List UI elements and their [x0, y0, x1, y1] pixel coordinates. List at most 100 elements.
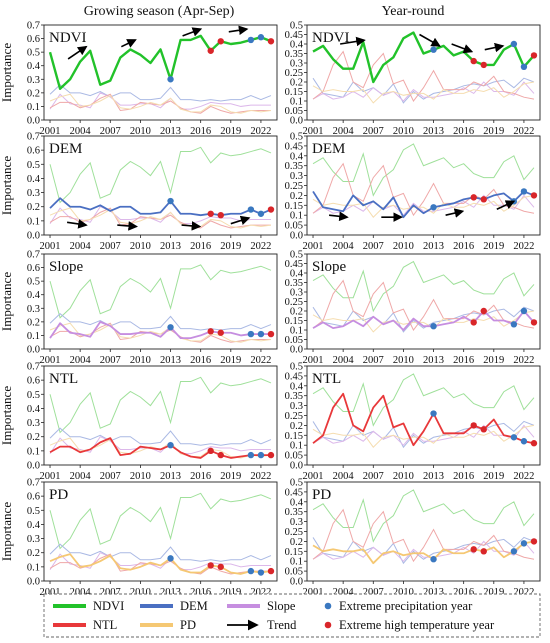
x-tick-label: 2016: [453, 471, 474, 482]
x-tick-label: 2004: [70, 355, 92, 366]
x-tick-label: 2019: [483, 471, 504, 482]
x-tick-label: 2016: [190, 587, 211, 598]
marker-extreme-high-temperature: [480, 61, 487, 69]
y-tick-label: 0.6: [27, 376, 40, 387]
x-tick-label: 2007: [363, 126, 384, 137]
marker-extreme-precipitation: [257, 451, 265, 459]
marker-extreme-precipitation: [520, 540, 528, 547]
series-line-ntl-background: [312, 508, 535, 563]
x-tick-label: 2007: [363, 587, 384, 598]
y-tick-label: 0.3: [290, 517, 303, 528]
column-title-growing: Growing season (Apr-Sep): [84, 4, 235, 19]
y-tick-label: 0.4: [290, 269, 304, 280]
y-tick-label: 0.5: [27, 160, 40, 171]
legend: NDVI NTL DEM PD Slope Trend Extreme precipitat…: [43, 593, 541, 638]
series-line-ndvi-background: [49, 376, 272, 434]
x-tick-label: 2010: [393, 587, 414, 598]
y-tick-label: 0.0: [290, 345, 303, 356]
marker-extreme-precipitation: [510, 548, 518, 555]
series-line-pd: [49, 553, 272, 575]
x-tick-label: 2007: [100, 355, 121, 366]
y-axis-label: Importance: [0, 43, 14, 102]
y-tick-label: 0.6: [27, 146, 40, 157]
panel-pd-growing: 0.0 0.1 0.2 0.3 0.4 0.5 0.6 0.7 2001 2004 2007 2010…: [0, 478, 278, 598]
series-line-dem-background: [49, 84, 272, 102]
marker-extreme-high-temperature: [267, 567, 275, 575]
y-tick-label: 0.1: [290, 326, 303, 337]
x-tick-label: 2016: [190, 241, 211, 252]
panel-label-ndvi: NDVI: [49, 30, 87, 46]
marker-extreme-precipitation: [430, 204, 437, 211]
marker-extreme-precipitation: [247, 567, 255, 575]
y-tick-label: 0.5: [27, 506, 40, 517]
x-tick-label: 2022: [250, 355, 271, 366]
series-line-ndvi-background: [49, 492, 272, 550]
trend-arrow: [496, 200, 516, 210]
x-tick-label: 2001: [40, 587, 61, 598]
marker-extreme-high-temperature: [217, 38, 224, 45]
y-tick-label: 0.15: [285, 431, 303, 442]
y-tick-label: 0.6: [27, 263, 40, 274]
marker-extreme-high-temperature: [530, 52, 538, 59]
legend-box: [43, 593, 541, 638]
trend-arrow: [182, 27, 203, 37]
panel-label-ndvi: NDVI: [312, 30, 350, 46]
y-tick-label: 0.05: [285, 567, 303, 578]
panel-pd-yearround: 0.00.050.10.150.20.250.30.350.40.450.5 20…: [285, 478, 541, 598]
y-tick-label: 0.4: [290, 497, 304, 508]
x-tick-label: 2001: [303, 355, 324, 366]
series-line-slope: [312, 310, 535, 331]
x-tick-label: 2010: [130, 471, 151, 482]
y-tick-label: 0.5: [290, 362, 303, 373]
y-tick-label: 0.2: [27, 432, 40, 443]
x-tick-label: 2004: [333, 587, 355, 598]
x-tick-label: 2022: [513, 471, 534, 482]
y-tick-label: 0.3: [290, 59, 303, 70]
marker-extreme-precipitation: [430, 410, 437, 417]
x-tick-label: 2001: [40, 471, 61, 482]
marker-extreme-high-temperature: [217, 563, 224, 571]
marker-extreme-high-temperature: [267, 451, 275, 459]
marker-extreme-precipitation: [430, 323, 437, 330]
marker-extreme-precipitation: [167, 555, 174, 562]
marker-extreme-precipitation: [247, 451, 255, 459]
marker-extreme-high-temperature: [480, 307, 487, 315]
x-tick-label: 2016: [453, 355, 474, 366]
marker-extreme-precipitation: [430, 556, 437, 563]
marker-extreme-precipitation: [510, 434, 518, 441]
x-tick-label: 2022: [250, 126, 271, 137]
plot-frame: [306, 24, 541, 121]
y-tick-label: 0.1: [27, 331, 40, 342]
x-tick-label: 2022: [513, 126, 534, 137]
marker-extreme-high-temperature: [207, 47, 214, 54]
trend-arrow: [419, 33, 441, 47]
x-tick-label: 2010: [130, 126, 151, 137]
y-tick-label: 0.4: [27, 520, 41, 531]
x-tick-label: 2004: [333, 471, 355, 482]
y-tick-label: 0.7: [27, 21, 40, 32]
trend-arrow: [340, 36, 366, 47]
marker-extreme-high-temperature: [530, 440, 538, 447]
x-tick-label: 2004: [70, 241, 92, 252]
marker-extreme-precipitation: [520, 438, 528, 445]
y-tick-label: 0.5: [290, 250, 303, 261]
trend-arrow: [445, 208, 465, 218]
x-tick-label: 2001: [40, 241, 61, 252]
series-line-pd-background: [49, 93, 272, 114]
legend-label-ntl: NTL: [93, 618, 117, 632]
series-line-ndvi-background: [312, 143, 535, 197]
y-tick-label: 0.2: [290, 307, 303, 318]
y-tick-label: 0.5: [27, 277, 40, 288]
marker-extreme-precipitation: [167, 197, 174, 205]
x-tick-label: 2001: [303, 587, 324, 598]
y-tick-label: 0.1: [27, 216, 40, 227]
marker-extreme-high-temperature: [480, 426, 487, 433]
x-tick-label: 2013: [160, 241, 181, 252]
series-line-dem: [312, 190, 535, 219]
x-tick-label: 2022: [513, 241, 534, 252]
y-tick-label: 0.0: [27, 231, 40, 242]
y-tick-label: 0.4: [290, 40, 304, 51]
marker-extreme-precipitation: [257, 330, 265, 338]
y-tick-label: 0.25: [285, 527, 303, 538]
